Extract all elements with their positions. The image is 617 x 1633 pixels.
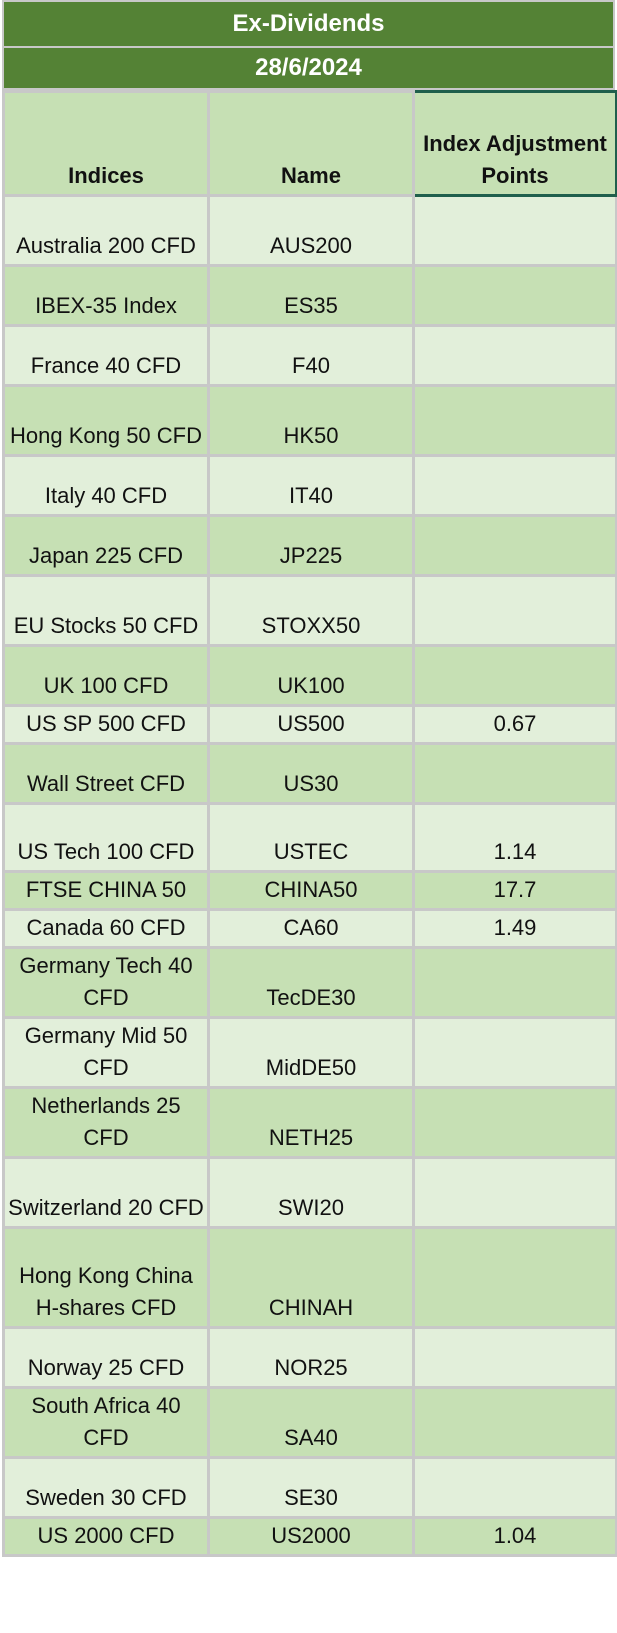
table-row: Wall Street CFD US30 [2, 742, 617, 805]
header-name: Name [207, 90, 415, 197]
sheet-title: Ex-Dividends [2, 0, 615, 48]
table-body: Australia 200 CFD AUS200 IBEX-35 Index ES35… [2, 194, 617, 1557]
cell-index-name: UK 100 CFD [2, 644, 210, 707]
cell-symbol: TecDE30 [207, 946, 415, 1019]
cell-index-name: IBEX-35 Index [2, 264, 210, 327]
cell-symbol: USTEC [207, 802, 415, 873]
table-row: US 2000 CFD US2000 1.04 [2, 1516, 617, 1557]
table-row: EU Stocks 50 CFD STOXX50 [2, 574, 617, 647]
cell-index-name: Germany Tech 40 CFD [2, 946, 210, 1019]
cell-adjustment-points [412, 1386, 617, 1459]
table-row: Germany Mid 50 CFD MidDE50 [2, 1016, 617, 1089]
cell-adjustment-points: 1.14 [412, 802, 617, 873]
cell-symbol: STOXX50 [207, 574, 415, 647]
ex-dividends-sheet: Ex-Dividends 28/6/2024 Indices Name Inde… [2, 0, 617, 1557]
cell-index-name: Italy 40 CFD [2, 454, 210, 517]
cell-index-name: South Africa 40 CFD [2, 1386, 210, 1459]
table-row: Hong Kong China H-shares CFD CHINAH [2, 1226, 617, 1329]
header-indices: Indices [2, 90, 210, 197]
table-row: US SP 500 CFD US500 0.67 [2, 704, 617, 745]
table-row: Australia 200 CFD AUS200 [2, 194, 617, 267]
cell-index-name: Hong Kong China H-shares CFD [2, 1226, 210, 1329]
cell-symbol: AUS200 [207, 194, 415, 267]
cell-symbol: NOR25 [207, 1326, 415, 1389]
table-row: Japan 225 CFD JP225 [2, 514, 617, 577]
cell-adjustment-points [412, 324, 617, 387]
cell-index-name: US 2000 CFD [2, 1516, 210, 1557]
sheet-date: 28/6/2024 [2, 48, 615, 90]
cell-symbol: UK100 [207, 644, 415, 707]
cell-symbol: SE30 [207, 1456, 415, 1519]
cell-index-name: France 40 CFD [2, 324, 210, 387]
dividends-table: Indices Name Index Adjustment Points Aus… [2, 90, 617, 1557]
cell-adjustment-points [412, 1226, 617, 1329]
table-row: Norway 25 CFD NOR25 [2, 1326, 617, 1389]
table-row: Netherlands 25 CFD NETH25 [2, 1086, 617, 1159]
cell-adjustment-points [412, 742, 617, 805]
cell-adjustment-points [412, 264, 617, 327]
cell-index-name: Wall Street CFD [2, 742, 210, 805]
cell-adjustment-points [412, 1456, 617, 1519]
cell-symbol: MidDE50 [207, 1016, 415, 1089]
cell-symbol: CA60 [207, 908, 415, 949]
cell-index-name: Canada 60 CFD [2, 908, 210, 949]
cell-index-name: Australia 200 CFD [2, 194, 210, 267]
cell-symbol: US500 [207, 704, 415, 745]
table-row: Hong Kong 50 CFD HK50 [2, 384, 617, 457]
cell-symbol: US30 [207, 742, 415, 805]
cell-adjustment-points: 0.67 [412, 704, 617, 745]
cell-adjustment-points [412, 194, 617, 267]
table-row: Sweden 30 CFD SE30 [2, 1456, 617, 1519]
cell-adjustment-points: 1.04 [412, 1516, 617, 1557]
table-row: IBEX-35 Index ES35 [2, 264, 617, 327]
table-row: Switzerland 20 CFD SWI20 [2, 1156, 617, 1229]
cell-index-name: Norway 25 CFD [2, 1326, 210, 1389]
cell-adjustment-points: 17.7 [412, 870, 617, 911]
cell-index-name: Sweden 30 CFD [2, 1456, 210, 1519]
cell-index-name: US SP 500 CFD [2, 704, 210, 745]
cell-adjustment-points [412, 1086, 617, 1159]
cell-symbol: F40 [207, 324, 415, 387]
cell-adjustment-points [412, 1156, 617, 1229]
cell-symbol: JP225 [207, 514, 415, 577]
table-row: Canada 60 CFD CA60 1.49 [2, 908, 617, 949]
cell-adjustment-points [412, 946, 617, 1019]
table-row: UK 100 CFD UK100 [2, 644, 617, 707]
cell-index-name: Netherlands 25 CFD [2, 1086, 210, 1159]
cell-symbol: SA40 [207, 1386, 415, 1459]
cell-adjustment-points: 1.49 [412, 908, 617, 949]
table-row: US Tech 100 CFD USTEC 1.14 [2, 802, 617, 873]
cell-index-name: EU Stocks 50 CFD [2, 574, 210, 647]
cell-index-name: US Tech 100 CFD [2, 802, 210, 873]
table-row: Italy 40 CFD IT40 [2, 454, 617, 517]
cell-index-name: Japan 225 CFD [2, 514, 210, 577]
header-row: Indices Name Index Adjustment Points [2, 90, 617, 197]
header-adjustment-points: Index Adjustment Points [412, 90, 617, 197]
table-row: FTSE CHINA 50 CHINA50 17.7 [2, 870, 617, 911]
cell-symbol: US2000 [207, 1516, 415, 1557]
table-row: South Africa 40 CFD SA40 [2, 1386, 617, 1459]
table-row: Germany Tech 40 CFD TecDE30 [2, 946, 617, 1019]
cell-symbol: HK50 [207, 384, 415, 457]
cell-index-name: FTSE CHINA 50 [2, 870, 210, 911]
cell-adjustment-points [412, 1016, 617, 1089]
cell-adjustment-points [412, 454, 617, 517]
cell-adjustment-points [412, 514, 617, 577]
cell-symbol: IT40 [207, 454, 415, 517]
cell-symbol: SWI20 [207, 1156, 415, 1229]
cell-index-name: Germany Mid 50 CFD [2, 1016, 210, 1089]
table-row: France 40 CFD F40 [2, 324, 617, 387]
cell-adjustment-points [412, 384, 617, 457]
cell-index-name: Switzerland 20 CFD [2, 1156, 210, 1229]
cell-adjustment-points [412, 574, 617, 647]
cell-symbol: CHINAH [207, 1226, 415, 1329]
cell-adjustment-points [412, 644, 617, 707]
cell-symbol: NETH25 [207, 1086, 415, 1159]
cell-symbol: ES35 [207, 264, 415, 327]
cell-index-name: Hong Kong 50 CFD [2, 384, 210, 457]
cell-symbol: CHINA50 [207, 870, 415, 911]
cell-adjustment-points [412, 1326, 617, 1389]
